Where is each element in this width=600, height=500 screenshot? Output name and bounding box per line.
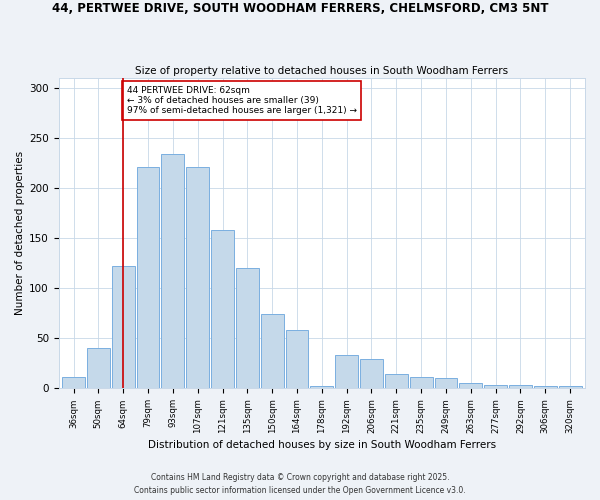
Bar (360, 360, 383, 388)
Y-axis label: Number of detached properties: Number of detached properties (15, 151, 25, 315)
Bar (335, 356, 358, 388)
Bar (112, 266, 134, 388)
Bar (161, 154, 184, 388)
Bar (460, 384, 482, 388)
X-axis label: Distribution of detached houses by size in South Woodham Ferrers: Distribution of detached houses by size … (148, 440, 496, 450)
Bar (211, 230, 234, 388)
Bar (434, 378, 457, 388)
Title: Size of property relative to detached houses in South Woodham Ferrers: Size of property relative to detached ho… (135, 66, 508, 76)
Bar (509, 386, 532, 388)
Bar (186, 167, 209, 388)
Bar (87, 348, 110, 389)
Bar (385, 374, 408, 388)
Bar (559, 386, 581, 388)
Bar (484, 386, 507, 388)
Bar (310, 386, 333, 388)
Bar (62, 378, 85, 388)
Text: 44, PERTWEE DRIVE, SOUTH WOODHAM FERRERS, CHELMSFORD, CM3 5NT: 44, PERTWEE DRIVE, SOUTH WOODHAM FERRERS… (52, 2, 548, 16)
Bar (236, 268, 259, 388)
Bar (261, 314, 284, 388)
Bar (137, 167, 160, 388)
Bar (534, 386, 557, 388)
Text: 44 PERTWEE DRIVE: 62sqm
← 3% of detached houses are smaller (39)
97% of semi-det: 44 PERTWEE DRIVE: 62sqm ← 3% of detached… (127, 86, 357, 116)
Bar (410, 378, 433, 388)
Bar (286, 330, 308, 388)
Text: Contains HM Land Registry data © Crown copyright and database right 2025.
Contai: Contains HM Land Registry data © Crown c… (134, 474, 466, 495)
